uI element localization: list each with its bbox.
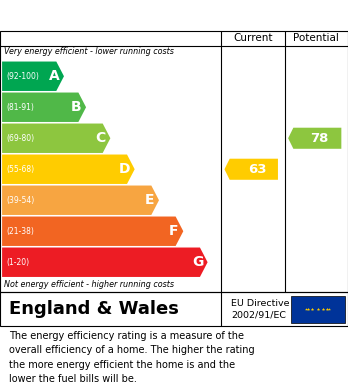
Polygon shape <box>288 128 341 149</box>
Polygon shape <box>2 93 86 122</box>
Text: G: G <box>192 255 204 269</box>
Text: EU Directive: EU Directive <box>231 299 290 308</box>
Text: Not energy efficient - higher running costs: Not energy efficient - higher running co… <box>4 280 174 289</box>
Text: (92-100): (92-100) <box>6 72 39 81</box>
Text: Current: Current <box>233 34 272 43</box>
Text: 63: 63 <box>248 163 267 176</box>
Polygon shape <box>2 61 64 91</box>
Text: The energy efficiency rating is a measure of the
overall efficiency of a home. T: The energy efficiency rating is a measur… <box>9 331 254 384</box>
Text: Potential: Potential <box>293 34 339 43</box>
Text: (55-68): (55-68) <box>6 165 34 174</box>
Text: (21-38): (21-38) <box>6 227 34 236</box>
Bar <box>291 296 345 323</box>
Text: Energy Efficiency Rating: Energy Efficiency Rating <box>9 9 219 24</box>
Text: 78: 78 <box>310 132 328 145</box>
Polygon shape <box>2 217 183 246</box>
Polygon shape <box>2 185 159 215</box>
Text: (39-54): (39-54) <box>6 196 34 205</box>
Text: B: B <box>71 100 82 114</box>
Polygon shape <box>2 154 135 184</box>
Text: England & Wales: England & Wales <box>9 300 179 318</box>
Text: E: E <box>144 193 154 207</box>
Polygon shape <box>2 248 208 277</box>
Text: F: F <box>169 224 178 238</box>
Text: C: C <box>95 131 106 145</box>
Polygon shape <box>224 159 278 180</box>
Text: (69-80): (69-80) <box>6 134 34 143</box>
Text: A: A <box>49 69 60 83</box>
Text: Very energy efficient - lower running costs: Very energy efficient - lower running co… <box>4 47 174 56</box>
Text: 2002/91/EC: 2002/91/EC <box>231 311 286 320</box>
Text: (81-91): (81-91) <box>6 103 34 112</box>
Text: (1-20): (1-20) <box>6 258 29 267</box>
Text: D: D <box>119 162 131 176</box>
Polygon shape <box>2 124 110 153</box>
